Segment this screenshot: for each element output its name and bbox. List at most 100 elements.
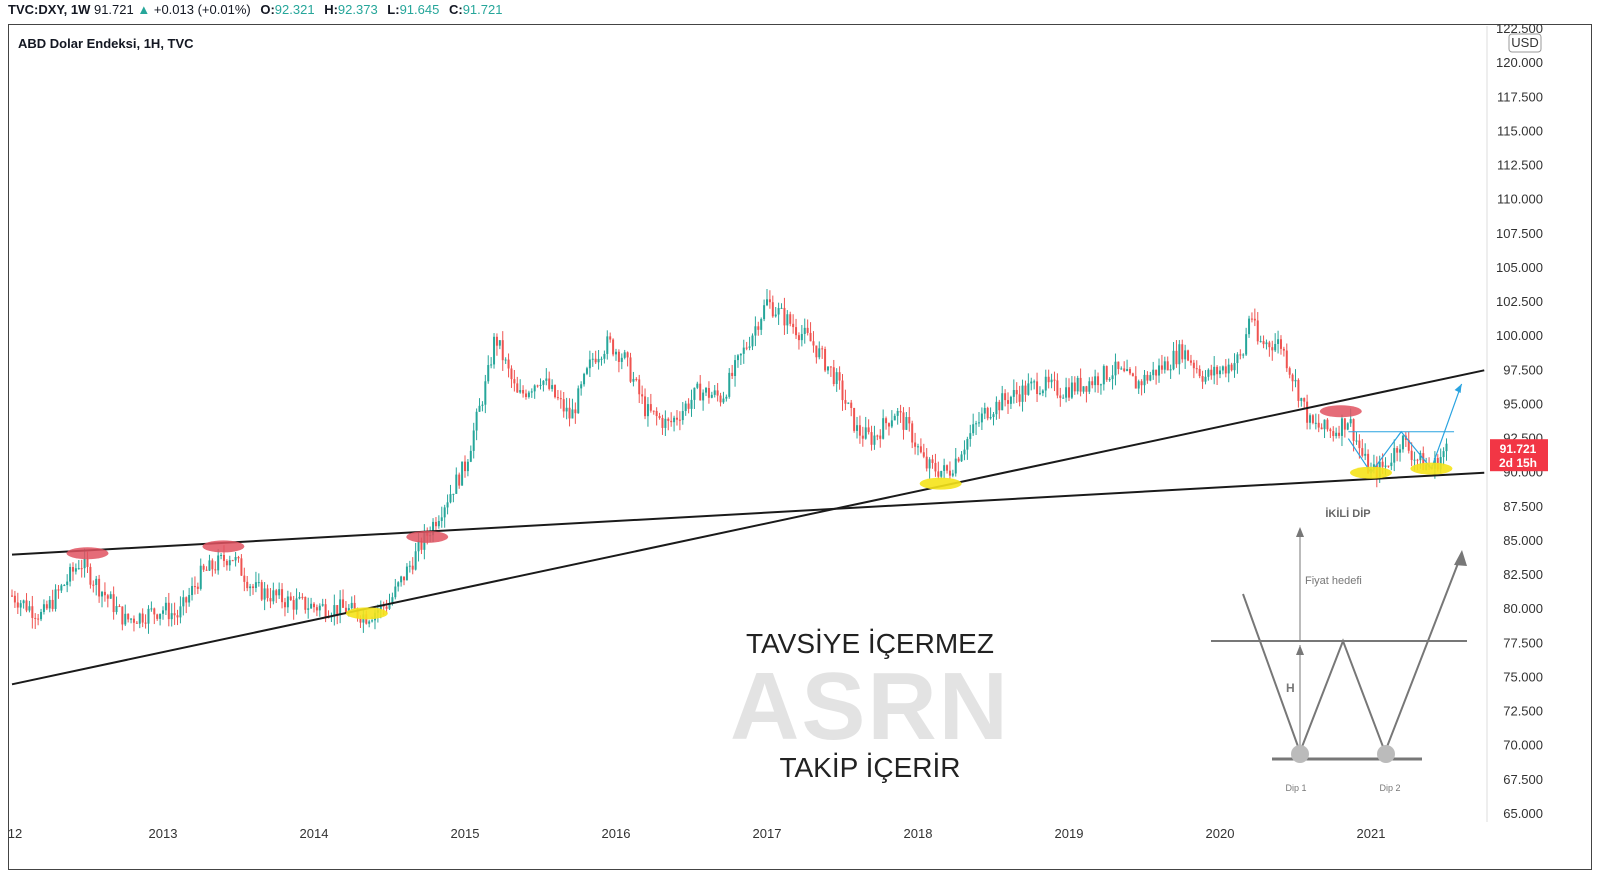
candle-body (371, 620, 374, 622)
candle-body (539, 384, 542, 386)
marks-layer (66, 405, 1453, 620)
candle-body (353, 602, 356, 609)
candle-body (182, 597, 185, 607)
candle-body (995, 401, 998, 415)
x-tick-label: 2017 (753, 826, 782, 841)
candle-body (1326, 419, 1329, 430)
candle-body (42, 604, 45, 612)
candle-body (118, 606, 121, 608)
candle-body (989, 417, 992, 419)
candle-body (498, 340, 501, 346)
open-label: O: (260, 2, 275, 17)
candle-body (1189, 360, 1192, 363)
candle-body (951, 473, 954, 476)
y-tick-label: 80.000 (1503, 601, 1543, 616)
candle-body (28, 606, 31, 611)
candle-body (333, 605, 336, 616)
candle-body (876, 435, 879, 437)
candle-body (437, 520, 440, 527)
candle-body (1131, 373, 1134, 377)
candle-body (324, 604, 327, 618)
candle-body (281, 589, 284, 603)
candle-body (342, 599, 345, 608)
candle-body (705, 387, 708, 393)
candle-body (495, 336, 498, 346)
candle-body (1253, 318, 1256, 321)
candle-body (164, 602, 167, 611)
candle-body (600, 358, 603, 360)
candle-body (1146, 374, 1149, 381)
candle-body (975, 423, 978, 425)
candle-body (220, 554, 223, 556)
candle-body (818, 348, 821, 358)
candle-body (132, 618, 135, 623)
candle-body (1140, 381, 1143, 386)
resistance-mark (1319, 405, 1362, 418)
candle-body (922, 452, 925, 457)
candle-body (861, 435, 864, 439)
candle-body (591, 358, 594, 360)
candle-body (513, 379, 516, 384)
candle-body (812, 341, 815, 346)
candle-body (1387, 465, 1390, 467)
candle-body (606, 336, 609, 354)
candle-body (969, 433, 972, 439)
candle-body (254, 582, 257, 589)
candle-body (731, 372, 734, 377)
trendline (11, 369, 1485, 686)
candle-body (673, 417, 676, 423)
candle-body (228, 560, 231, 566)
candle-body (359, 618, 362, 623)
candle-body (1027, 383, 1030, 395)
candle-body (675, 417, 678, 420)
candle-body (524, 393, 527, 397)
candle-body (411, 565, 414, 570)
chart-header: TVC:DXY, 1W 91.721 ▲ +0.013 (+0.01%) O:9… (8, 0, 502, 22)
candle-body (472, 430, 475, 451)
candle-body (40, 611, 43, 620)
candle-body (661, 417, 664, 428)
candle-body (77, 568, 80, 570)
candle-body (466, 461, 469, 472)
candle-body (745, 347, 748, 349)
candle-body (144, 622, 147, 624)
candle-body (858, 425, 861, 436)
candle-body (629, 357, 632, 382)
candle-body (1082, 386, 1085, 392)
candle-body (739, 353, 742, 356)
candle-body (548, 378, 551, 389)
candle-body (205, 569, 208, 571)
countdown-label: 2d 15h (1499, 456, 1537, 470)
low-label: L: (387, 2, 400, 17)
candle-body (928, 459, 931, 469)
candle-body (771, 302, 774, 317)
chart-frame[interactable] (8, 24, 1592, 870)
candle-body (588, 359, 591, 369)
x-tick-label: 2016 (602, 826, 631, 841)
candle-body (522, 390, 525, 394)
candle-body (835, 372, 838, 385)
candle-body (214, 569, 217, 571)
candle-body (405, 566, 408, 581)
candle-body (806, 327, 809, 333)
candle-body (1033, 381, 1036, 383)
target-label: Fiyat hedefi (1305, 575, 1362, 587)
candle-body (1311, 415, 1314, 423)
candle-body (1413, 459, 1416, 461)
high-label: H: (324, 2, 338, 17)
candle-body (31, 606, 34, 618)
candle-body (925, 456, 928, 469)
candle-body (1445, 443, 1448, 452)
candle-body (112, 594, 115, 613)
candle-body (34, 617, 37, 619)
candle-body (815, 345, 818, 358)
candle-body (263, 588, 266, 600)
support-mark (919, 477, 962, 490)
candle-body (1343, 418, 1346, 430)
candle-body (1271, 347, 1274, 351)
candle-body (1262, 341, 1265, 345)
candle-body (313, 603, 315, 608)
candle-body (417, 540, 420, 552)
candle-body (992, 414, 995, 418)
